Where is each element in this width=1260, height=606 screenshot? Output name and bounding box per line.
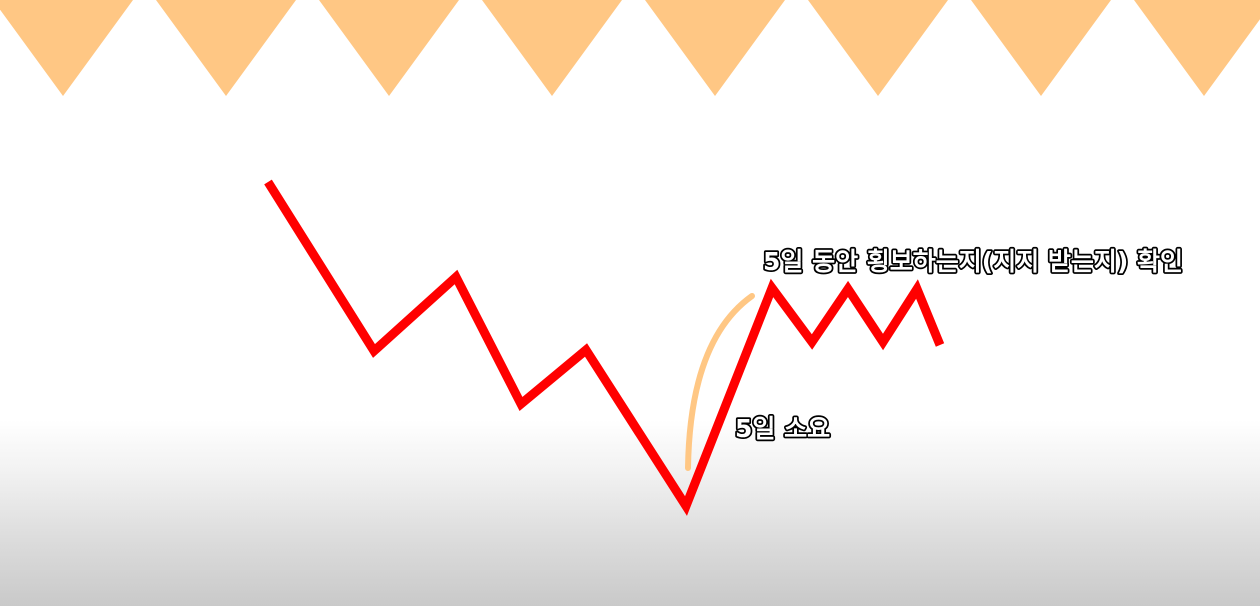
- price-line: [264, 179, 945, 516]
- bunting-triangle: [482, 0, 622, 96]
- bunting-triangle: [971, 0, 1111, 96]
- bunting-triangle: [645, 0, 785, 96]
- bunting-triangle: [319, 0, 459, 96]
- triangle-bunting: [0, 0, 1260, 96]
- sideways-check-label: 5일 동안 횡보하는지(지지 받는지) 확인: [763, 247, 1183, 276]
- bunting-triangle: [0, 0, 133, 96]
- duration-arc: [685, 293, 755, 471]
- bunting-triangle: [1134, 0, 1260, 96]
- bunting-triangle: [808, 0, 948, 96]
- bunting-triangle: [156, 0, 296, 96]
- days-taken-label: 5일 소요: [735, 414, 830, 443]
